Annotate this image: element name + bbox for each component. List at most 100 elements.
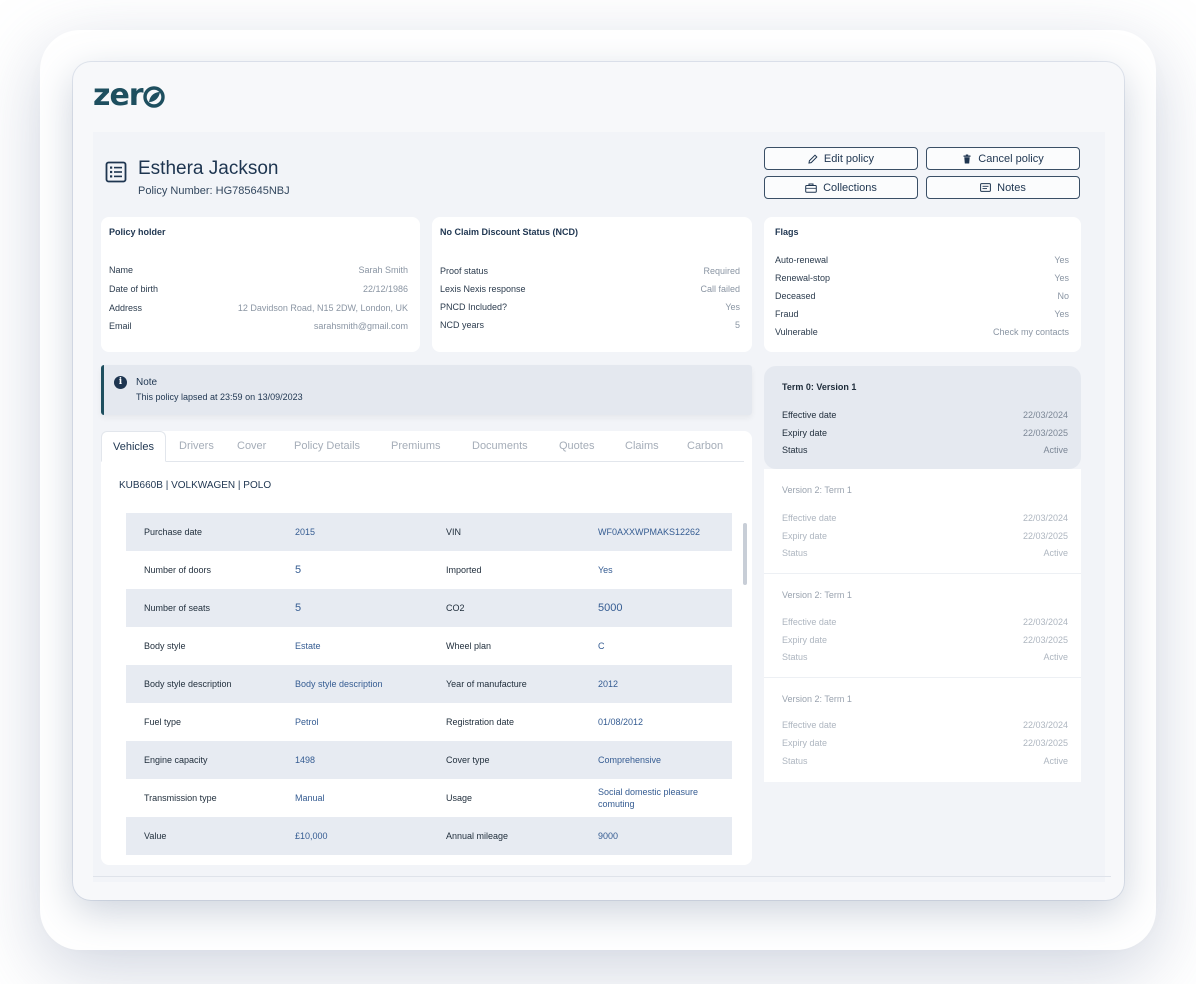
row-key: Effective date <box>782 410 837 420</box>
row-key: Effective date <box>782 720 837 730</box>
tab-premiums[interactable]: Premiums <box>391 440 441 452</box>
version-row: Effective date 22/03/2024 <box>782 720 1068 730</box>
row-label: Annual mileage <box>446 831 509 841</box>
flags-row-fraud: Fraud Yes <box>775 309 1069 319</box>
version-row: Status Active <box>782 756 1068 766</box>
edit-policy-button[interactable]: Edit policy <box>764 147 918 170</box>
notes-label: Notes <box>997 181 1026 194</box>
vehicle-title: KUB660B | VOLKWAGEN | POLO <box>119 480 272 491</box>
row-value: C <box>598 641 605 651</box>
note-icon <box>980 183 992 192</box>
details-tabs-card: Vehicles Drivers Cover Policy Details Pr… <box>101 431 752 865</box>
row-key: Status <box>782 756 808 766</box>
row-value: 1498 <box>295 755 316 765</box>
row-value: 22/03/2024 <box>1022 617 1068 627</box>
tab-quotes[interactable]: Quotes <box>559 440 595 452</box>
row-value: 22/03/2024 <box>1022 410 1068 420</box>
row-value: 22/03/2025 <box>1022 428 1068 438</box>
tab-documents[interactable]: Documents <box>472 440 528 452</box>
row-label: Imported <box>446 565 482 575</box>
flags-row-renewal-stop: Renewal-stop Yes <box>775 273 1069 283</box>
collections-label: Collections <box>823 181 877 194</box>
row-value: 5000 <box>598 602 623 614</box>
row-key: Expiry date <box>782 531 828 541</box>
policy-holder-row-name: Name Sarah Smith <box>109 265 408 275</box>
row-key: Email <box>109 321 132 331</box>
row-label: Usage <box>446 793 473 803</box>
table-row: Number of doors 5 Imported Yes <box>126 551 732 589</box>
row-label: Body style description <box>144 679 232 689</box>
version-card[interactable]: Version 2: Term 1 Effective date 22/03/20… <box>764 574 1081 677</box>
row-label: Registration date <box>446 717 515 727</box>
row-value: No <box>1057 291 1069 301</box>
cancel-policy-label: Cancel policy <box>978 152 1044 165</box>
version-divider <box>764 677 1081 678</box>
version-title: Version 2: Term 1 <box>782 485 852 495</box>
tab-cover[interactable]: Cover <box>237 440 267 452</box>
notes-button[interactable]: Notes <box>926 176 1080 199</box>
tab-bar: Vehicles Drivers Cover Policy Details Pr… <box>101 431 744 462</box>
version-row: Effective date 22/03/2024 <box>782 617 1068 627</box>
ncd-card: No Claim Discount Status (NCD) Proof sta… <box>432 217 752 352</box>
row-label: Purchase date <box>144 527 203 537</box>
zero-logo[interactable]: zer <box>93 78 165 113</box>
version-row: Effective date 22/03/2024 <box>782 513 1068 523</box>
collections-button[interactable]: Collections <box>764 176 918 199</box>
row-value: sarahsmith@gmail.com <box>313 321 408 331</box>
row-key: Status <box>782 652 808 662</box>
row-label: Number of seats <box>144 603 211 613</box>
row-value: 01/08/2012 <box>598 717 644 727</box>
row-label: Engine capacity <box>144 755 208 765</box>
row-key: Expiry date <box>782 635 828 645</box>
note-text: This policy lapsed at 23:59 on 13/09/202… <box>136 392 303 402</box>
version-row: Effective date 22/03/2024 <box>782 410 1068 420</box>
cancel-policy-button[interactable]: Cancel policy <box>926 147 1080 170</box>
row-value: 22/03/2024 <box>1022 720 1068 730</box>
row-value: Sarah Smith <box>358 265 408 275</box>
flags-row-deceased: Deceased No <box>775 291 1069 301</box>
row-value: Manual <box>295 793 325 803</box>
row-label: Number of doors <box>144 565 212 575</box>
row-key: Fraud <box>775 309 799 319</box>
row-value: 5 <box>295 602 302 614</box>
row-value: Active <box>1043 756 1068 766</box>
row-value: Active <box>1043 652 1068 662</box>
row-value: Yes <box>1054 273 1069 283</box>
row-value: Check my contacts <box>992 327 1069 337</box>
tab-drivers[interactable]: Drivers <box>179 440 214 452</box>
row-value: Required <box>703 266 740 276</box>
version-card[interactable]: Version 2: Term 1 Effective date 22/03/20… <box>764 469 1081 573</box>
version-title: Version 2: Term 1 <box>782 694 852 704</box>
ncd-row-years: NCD years 5 <box>440 320 740 330</box>
table-row: Number of seats 5 CO2 5000 <box>126 589 732 627</box>
pencil-icon <box>808 153 818 164</box>
flags-row-auto-renewal: Auto-renewal Yes <box>775 255 1069 265</box>
version-card-active[interactable]: Term 0: Version 1 Effective date 22/03/20… <box>764 366 1081 469</box>
version-row: Status Active <box>782 652 1068 662</box>
row-value: 22/03/2025 <box>1022 635 1068 645</box>
tab-claims[interactable]: Claims <box>625 440 659 452</box>
lapse-note: i Note This policy lapsed at 23:59 on 13… <box>101 365 752 415</box>
app-window: zer Esthera Jackson Policy Number: HG785… <box>73 62 1124 900</box>
row-label: Year of manufacture <box>446 679 527 689</box>
edit-policy-label: Edit policy <box>823 152 875 165</box>
footer-divider <box>93 876 1111 877</box>
row-key: Effective date <box>782 617 837 627</box>
tab-policy-details[interactable]: Policy Details <box>294 440 361 452</box>
row-key: PNCD Included? <box>440 302 508 312</box>
row-key: Date of birth <box>109 284 159 294</box>
tab-vehicles[interactable]: Vehicles <box>101 431 166 462</box>
row-value: Body style description <box>295 679 383 689</box>
row-label: Wheel plan <box>446 641 492 651</box>
table-scrollbar[interactable] <box>743 523 747 585</box>
row-value: Comprehensive <box>598 755 662 765</box>
ncd-row-proof: Proof status Required <box>440 266 740 276</box>
version-card[interactable]: Version 2: Term 1 Effective date 22/03/20… <box>764 678 1081 782</box>
row-key: Lexis Nexis response <box>440 284 526 294</box>
version-row: Status Active <box>782 548 1068 558</box>
ncd-row-lexis: Lexis Nexis response Call failed <box>440 284 740 294</box>
version-title: Version 2: Term 1 <box>782 590 852 600</box>
policy-holder-row-dob: Date of birth 22/12/1986 <box>109 284 408 294</box>
tab-carbon[interactable]: Carbon <box>687 440 724 452</box>
row-label: Fuel type <box>144 717 182 727</box>
